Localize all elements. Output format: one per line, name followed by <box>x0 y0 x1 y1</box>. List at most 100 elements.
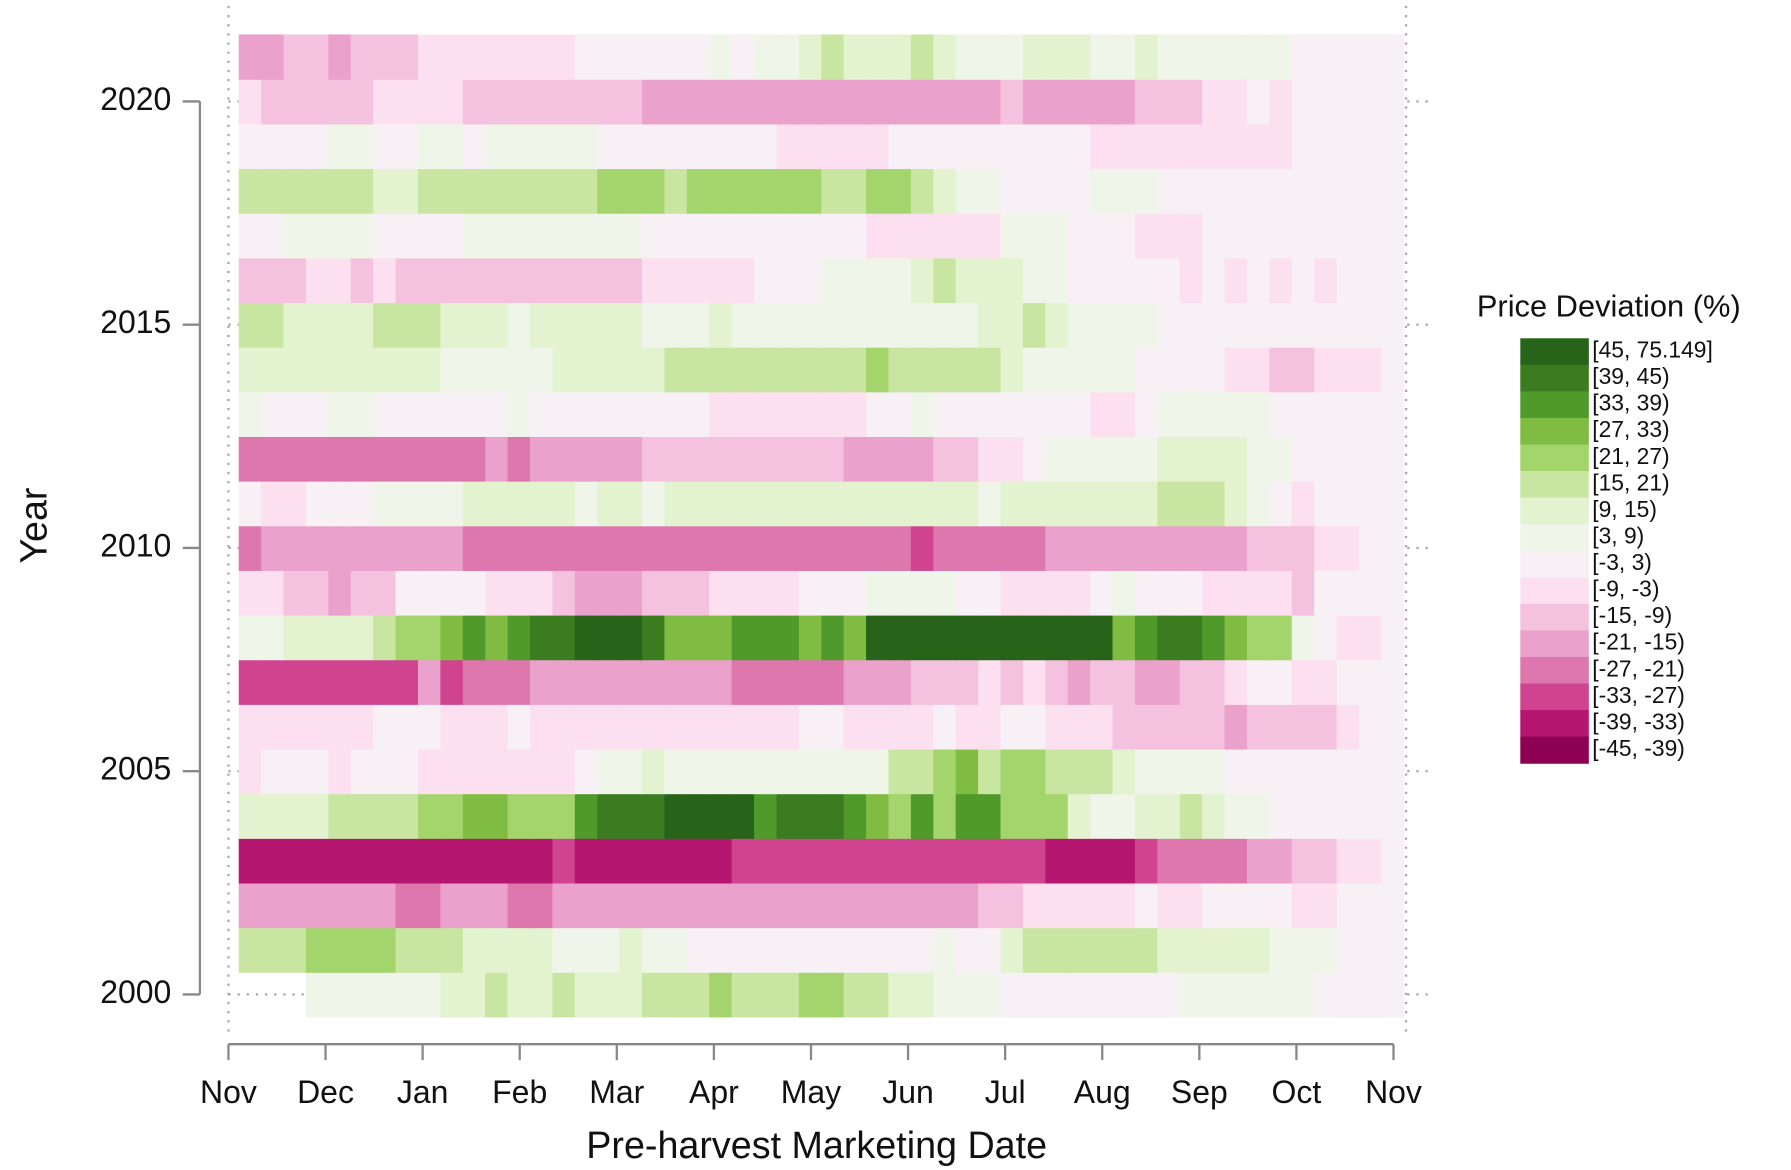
heatmap-cell <box>283 927 307 973</box>
heatmap-cell <box>440 34 464 80</box>
heatmap-cell <box>1022 213 1047 259</box>
heatmap-cell <box>709 480 733 527</box>
heatmap-cell <box>619 34 643 80</box>
heatmap-cell <box>1336 570 1360 616</box>
y-tick-label: 2000 <box>100 974 171 1010</box>
heatmap-cell <box>843 659 867 705</box>
heatmap-cell <box>664 659 688 705</box>
heatmap-cell <box>462 793 486 839</box>
heatmap-cell <box>1381 302 1405 348</box>
heatmap-cell <box>1314 347 1338 393</box>
heatmap-cell <box>776 213 800 259</box>
heatmap-cell <box>910 436 934 482</box>
heatmap-cell <box>1022 436 1047 482</box>
heatmap-cell <box>776 659 800 705</box>
heatmap-cell <box>1067 793 1091 839</box>
heatmap-cell <box>642 927 666 973</box>
heatmap-cell <box>1179 79 1203 125</box>
heatmap-cell <box>664 436 688 482</box>
heatmap-cell <box>552 614 576 661</box>
heatmap-cell <box>1112 838 1136 884</box>
heatmap-cell <box>462 704 486 750</box>
heatmap-cell <box>1067 79 1091 125</box>
heatmap-cell <box>462 79 486 125</box>
heatmap-cell <box>709 659 733 705</box>
heatmap-cell <box>866 748 890 795</box>
heatmap-cell <box>1291 347 1315 393</box>
heatmap-cell <box>1202 123 1226 170</box>
heatmap-cell <box>238 882 262 929</box>
heatmap-cell <box>373 257 397 304</box>
heatmap-cell <box>1022 972 1047 1018</box>
heatmap-cell <box>798 704 822 750</box>
heatmap-cell <box>350 838 374 884</box>
heatmap-cell <box>462 972 486 1018</box>
heatmap-cell <box>843 525 867 571</box>
heatmap-cell <box>507 480 531 527</box>
heatmap-cell <box>395 123 419 170</box>
heatmap-cell <box>664 302 688 348</box>
heatmap-cell <box>1112 525 1136 571</box>
heatmap-cell <box>395 79 419 125</box>
heatmap-cell <box>373 704 397 750</box>
heatmap-cell <box>1022 882 1047 929</box>
heatmap-cell <box>507 748 531 795</box>
heatmap-cell <box>238 748 262 795</box>
heatmap-cell <box>1202 302 1226 348</box>
heatmap-cell <box>1314 525 1338 571</box>
heatmap-cell <box>440 882 464 929</box>
heatmap-cell <box>1291 659 1315 705</box>
legend: [45, 75.149][39, 45)[33, 39)[27, 33)[21,… <box>1520 337 1713 764</box>
heatmap-cell <box>1179 34 1203 80</box>
x-tick-label: May <box>781 1074 841 1110</box>
heatmap-cell <box>574 347 598 393</box>
heatmap-cell <box>395 659 419 705</box>
heatmap-cell <box>373 302 397 348</box>
heatmap-cell <box>1134 302 1159 348</box>
heatmap-cell <box>955 213 979 259</box>
heatmap-cell <box>664 257 688 304</box>
heatmap-cell <box>507 79 531 125</box>
heatmap-cell <box>395 882 419 929</box>
heatmap-cell <box>1202 838 1226 884</box>
heatmap-cell <box>1090 34 1114 80</box>
heatmap-cell <box>955 614 979 661</box>
heatmap-cell <box>1224 123 1248 170</box>
heatmap-cell <box>1224 168 1248 214</box>
heatmap-cell <box>440 748 464 795</box>
heatmap-cell <box>574 525 598 571</box>
heatmap-cell <box>1314 302 1338 348</box>
heatmap-cell <box>978 882 1002 929</box>
heatmap-cell <box>1179 748 1203 795</box>
heatmap-cell <box>843 213 867 259</box>
heatmap-cell <box>1246 748 1271 795</box>
heatmap-cell <box>664 793 688 839</box>
heatmap-cell <box>238 436 262 482</box>
heatmap-cell <box>1022 302 1047 348</box>
heatmap-cell <box>1202 659 1226 705</box>
heatmap-cell <box>1090 213 1114 259</box>
heatmap-cell <box>1000 525 1024 571</box>
heatmap-cell <box>597 525 621 571</box>
heatmap-cell <box>305 347 330 393</box>
heatmap-cell <box>1269 704 1293 750</box>
heatmap-cell <box>821 793 845 839</box>
heatmap-cell <box>1291 480 1315 527</box>
heatmap-cell <box>373 34 397 80</box>
legend-swatch <box>1520 710 1589 738</box>
heatmap-cell <box>283 614 307 661</box>
heatmap-cell <box>686 570 710 616</box>
heatmap-cell <box>552 257 576 304</box>
heatmap-cell <box>440 704 464 750</box>
heatmap-cell <box>664 391 688 437</box>
heatmap-cell <box>910 570 934 616</box>
heatmap-cell <box>530 480 554 527</box>
heatmap-cell <box>821 927 845 973</box>
heatmap-cell <box>261 391 285 437</box>
heatmap-cell <box>1224 659 1248 705</box>
heatmap-cell <box>1134 838 1159 884</box>
legend-label: [-39, -33) <box>1592 708 1685 734</box>
heatmap-cell <box>1022 168 1047 214</box>
heatmap-cell <box>866 570 890 616</box>
heatmap-cell <box>417 436 442 482</box>
